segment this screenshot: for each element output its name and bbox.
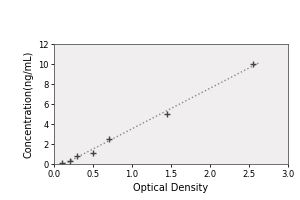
Y-axis label: Concentration(ng/mL): Concentration(ng/mL) — [24, 50, 34, 158]
X-axis label: Optical Density: Optical Density — [134, 183, 208, 193]
